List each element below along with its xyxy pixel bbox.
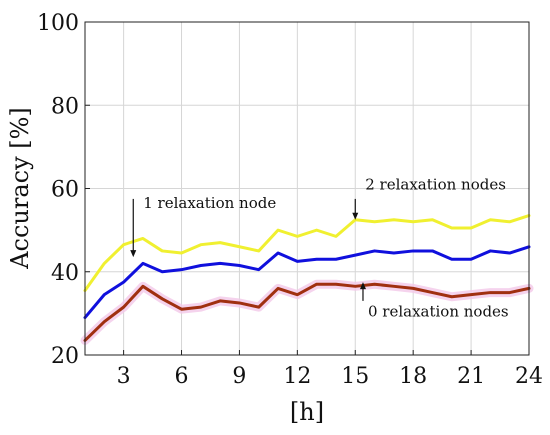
y-axis-title: Accuracy [%]: [6, 107, 34, 270]
tick-labels: 3 6 9 12 15 18 21 24 20 40 60 80 100: [37, 11, 543, 389]
series-line: [83, 245, 531, 320]
x-tick-label: 12: [283, 364, 311, 389]
x-tick-label: 6: [175, 364, 189, 389]
y-tick-label: 100: [37, 11, 79, 36]
y-tick-label: 60: [51, 178, 79, 203]
annotations: 1 relaxation node 2 relaxation nodes 0 rel…: [130, 175, 509, 320]
x-tick-label: 15: [341, 364, 369, 389]
annotation-label: 1 relaxation node: [143, 194, 276, 212]
x-tick-label: 18: [399, 364, 427, 389]
x-tick-label: 24: [515, 364, 543, 389]
plot-frame: [84, 21, 530, 356]
x-tick-label: 9: [232, 364, 246, 389]
y-tick-label: 40: [51, 261, 79, 286]
x-tick-label: 3: [117, 364, 131, 389]
x-axis-title: [h]: [290, 398, 324, 426]
series-line: [83, 282, 531, 342]
series-lines: [80, 214, 534, 345]
y-tick-label: 20: [51, 344, 79, 369]
series-line: [83, 214, 531, 292]
x-tick-label: 21: [457, 364, 485, 389]
y-tick-label: 80: [51, 94, 79, 119]
annotation-label: 0 relaxation nodes: [368, 302, 509, 320]
annotation-arrow-head: [352, 212, 359, 220]
annotation-arrow-head: [130, 250, 137, 258]
annotation-arrow-head: [359, 282, 366, 290]
annotation-label: 2 relaxation nodes: [365, 175, 506, 193]
